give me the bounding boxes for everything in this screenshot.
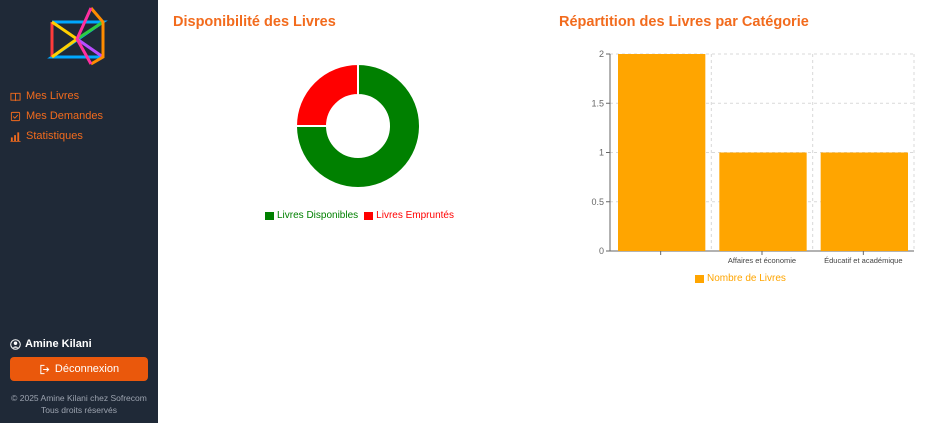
sidebar-item-mes-demandes[interactable]: Mes Demandes	[10, 106, 103, 126]
bar-0[interactable]	[618, 54, 706, 251]
legend-swatch	[265, 211, 274, 220]
category-legend[interactable]: Nombre de Livres	[695, 273, 786, 284]
sidebar-item-label: Mes Livres	[26, 90, 80, 102]
book-open-icon	[10, 92, 21, 101]
availability-legend: Livres Disponibles Livres Empruntés	[265, 210, 460, 221]
donut-slice-1[interactable]	[294, 62, 359, 127]
y-tick-label: 0.5	[591, 197, 604, 207]
sidebar-item-mes-livres[interactable]: Mes Livres	[10, 86, 103, 106]
legend-item-0[interactable]: Livres Disponibles	[265, 210, 358, 221]
legend-label: Nombre de Livres	[707, 273, 786, 284]
user-info: Amine Kilani	[10, 338, 92, 350]
y-tick-label: 2	[599, 49, 604, 59]
abstract-logo-icon[interactable]	[47, 5, 109, 67]
logout-button[interactable]: Déconnexion	[10, 357, 148, 381]
sidebar-item-label: Statistiques	[26, 130, 83, 142]
x-tick-label: Affaires et économie	[728, 256, 796, 265]
category-chart-title: Répartition des Livres par Catégorie	[559, 14, 809, 30]
logout-label: Déconnexion	[54, 363, 120, 375]
bar-2[interactable]	[820, 152, 908, 252]
sidebar-item-statistiques[interactable]: Statistiques	[10, 126, 103, 146]
y-tick-label: 1	[599, 148, 604, 158]
donut-slice-0[interactable]	[294, 62, 421, 189]
y-tick-label: 0	[599, 246, 604, 256]
y-tick-label: 1.5	[591, 98, 604, 108]
availability-chart-title: Disponibilité des Livres	[173, 14, 336, 30]
user-name: Amine Kilani	[25, 338, 92, 350]
legend-label: Livres Disponibles	[277, 210, 359, 221]
category-bar-chart: 0 0.5 1 1.5 2 Affaires et économie Éducatif et…	[591, 49, 915, 265]
bar-chart-icon	[10, 131, 21, 142]
sidebar-nav: Mes Livres Mes Demandes Statistiques	[10, 86, 103, 146]
footer: © 2025 Amine Kilani chez Sofrecom Tous d…	[0, 392, 158, 416]
legend-item-1[interactable]: Livres Empruntés	[364, 210, 454, 221]
checkbox-icon	[10, 111, 21, 121]
user-circle-icon	[10, 338, 21, 350]
footer-rights: Tous droits réservés	[40, 405, 118, 415]
sidebar: Mes Livres Mes Demandes Statistiques Ami…	[0, 0, 158, 423]
bar-1[interactable]	[719, 152, 807, 252]
footer-copyright: © 2025 Amine Kilani chez Sofrecom	[11, 393, 147, 403]
legend-swatch	[695, 274, 704, 283]
availability-donut-chart	[294, 62, 421, 189]
sidebar-item-label: Mes Demandes	[26, 110, 104, 122]
legend-swatch	[364, 211, 374, 220]
x-tick-label: Éducatif et académique	[824, 256, 902, 265]
logout-icon	[40, 364, 50, 374]
legend-label: Livres Empruntés	[376, 210, 454, 221]
